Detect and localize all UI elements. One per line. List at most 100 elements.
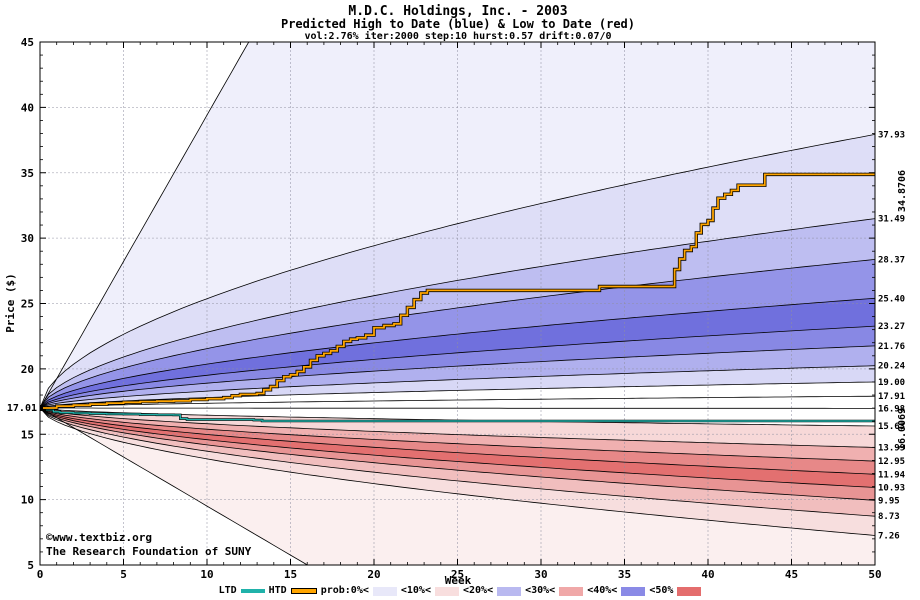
legend-swatch xyxy=(621,586,646,596)
watermark-url: ©www.textbiz.org xyxy=(46,531,152,544)
chart-title: M.D.C. Holdings, Inc. - 2003 xyxy=(348,4,567,19)
band-boundary-line xyxy=(40,218,875,409)
right-value-label: 8.73 xyxy=(878,512,900,522)
lower-probability-band xyxy=(40,408,875,488)
legend-label: <10%< xyxy=(400,585,431,596)
band-boundary-line xyxy=(40,365,875,409)
x-tick-label: 50 xyxy=(868,568,881,581)
right-value-label: 25.40 xyxy=(878,294,905,304)
band-boundary-line xyxy=(40,407,875,517)
right-value-label: 12.95 xyxy=(878,457,905,467)
right-value-label: 28.37 xyxy=(878,255,905,265)
right-value-label: 9.95 xyxy=(878,496,900,506)
legend-label: <40%< xyxy=(587,585,618,596)
right-value-label: 31.49 xyxy=(878,215,905,225)
upper-probability-band xyxy=(40,345,875,408)
band-boundary-line xyxy=(40,407,875,501)
legend-label: HTD xyxy=(268,585,287,596)
right-value-label: 20.24 xyxy=(878,362,906,372)
right-value-label: 11.94 xyxy=(878,470,906,480)
band-boundary-line xyxy=(40,407,875,488)
x-tick-label: 5 xyxy=(120,568,127,581)
y-tick-label: 25 xyxy=(21,298,34,311)
band-boundary-line xyxy=(40,381,875,409)
upper-probability-band xyxy=(40,218,875,408)
legend-swatch xyxy=(372,586,397,596)
y-tick-label: 10 xyxy=(21,494,34,507)
chart-subtitle: Predicted High to Date (blue) & Low to D… xyxy=(281,17,635,31)
axes xyxy=(39,41,876,566)
band-boundary-line xyxy=(40,42,250,409)
band-boundary-line xyxy=(40,407,309,565)
y-tick-label: 20 xyxy=(21,363,34,376)
right-value-label: 7.26 xyxy=(878,531,900,541)
legend-swatch xyxy=(497,586,522,596)
legend-swatch xyxy=(434,586,459,596)
lower-probability-band xyxy=(40,408,875,462)
x-tick-label: 40 xyxy=(701,568,714,581)
band-boundary-line xyxy=(40,325,875,409)
band-boundary-line xyxy=(40,297,875,409)
x-tick-label: 15 xyxy=(284,568,297,581)
y-tick-label: 15 xyxy=(21,428,34,441)
htd-step-line xyxy=(40,173,875,409)
band-boundary-line xyxy=(40,345,875,409)
start-price-label: 17.01 xyxy=(7,403,37,414)
right-value-label: 23.27 xyxy=(878,322,905,332)
watermark-org: The Research Foundation of SUNY xyxy=(46,545,252,558)
chart-params: vol:2.76% iter:2000 step:10 hurst:0.57 d… xyxy=(304,30,611,42)
x-tick-label: 25 xyxy=(451,568,464,581)
right-value-label: 19.00 xyxy=(878,378,905,388)
legend-label: <50% xyxy=(649,585,674,596)
y-tick-label: 5 xyxy=(27,559,34,572)
right-value-label: 10.93 xyxy=(878,483,905,493)
band-boundary-line xyxy=(40,407,875,475)
x-axis-label: Week xyxy=(445,574,472,587)
lower-probability-band xyxy=(40,408,875,536)
ltd-final-value-label: 16.0069 xyxy=(897,408,908,450)
lower-probability-band xyxy=(40,408,875,565)
band-boundary-line xyxy=(40,407,875,536)
right-value-label: 17.91 xyxy=(878,392,905,402)
x-tick-label: 30 xyxy=(534,568,547,581)
series-lines xyxy=(40,172,875,423)
lower-probability-band xyxy=(40,408,875,501)
x-tick-label: 45 xyxy=(785,568,798,581)
legend-swatch xyxy=(677,586,702,596)
x-tick-label: 10 xyxy=(200,568,213,581)
x-tick-label: 0 xyxy=(37,568,44,581)
band-boundary-line xyxy=(40,407,875,448)
legend-swatch xyxy=(240,589,265,593)
right-value-labels: 37.93 31.49 28.37 25.40 23.27 21.76 20.24 19.00… xyxy=(878,130,906,541)
y-tick-label: 30 xyxy=(21,232,34,245)
band-boundary-line xyxy=(40,134,875,409)
legend-label: LTD xyxy=(218,585,237,596)
lower-probability-band xyxy=(40,408,875,517)
right-value-label: 13.99 xyxy=(878,443,905,453)
right-value-label: 37.93 xyxy=(878,130,905,140)
upper-probability-band xyxy=(40,326,875,408)
legend: LTD HTD prob:0%< <10%< <20%< <30%< <40%< <50% xyxy=(0,585,920,597)
x-tick-label: 35 xyxy=(618,568,631,581)
band-boundary-line xyxy=(40,259,875,409)
legend-swatch xyxy=(559,586,584,596)
x-tick-label: 20 xyxy=(367,568,380,581)
legend-swatch xyxy=(290,588,317,594)
legend-label: <30%< xyxy=(525,585,556,596)
right-value-label: 15.63 xyxy=(878,422,905,432)
lower-probability-band xyxy=(40,408,875,475)
ltd-step-line xyxy=(40,407,875,422)
htd-final-value-label: 34.8706 xyxy=(897,170,908,212)
upper-probability-band xyxy=(40,298,875,408)
legend-label: prob:0%< xyxy=(320,585,369,596)
y-tick-label: 35 xyxy=(21,167,34,180)
right-value-label: 21.76 xyxy=(878,342,905,352)
band-boundary-line xyxy=(40,395,875,409)
upper-probability-band xyxy=(40,42,875,408)
right-value-label: 16.98 xyxy=(878,404,905,414)
y-tick-label: 40 xyxy=(21,101,34,114)
legend-label: <20%< xyxy=(462,585,494,596)
